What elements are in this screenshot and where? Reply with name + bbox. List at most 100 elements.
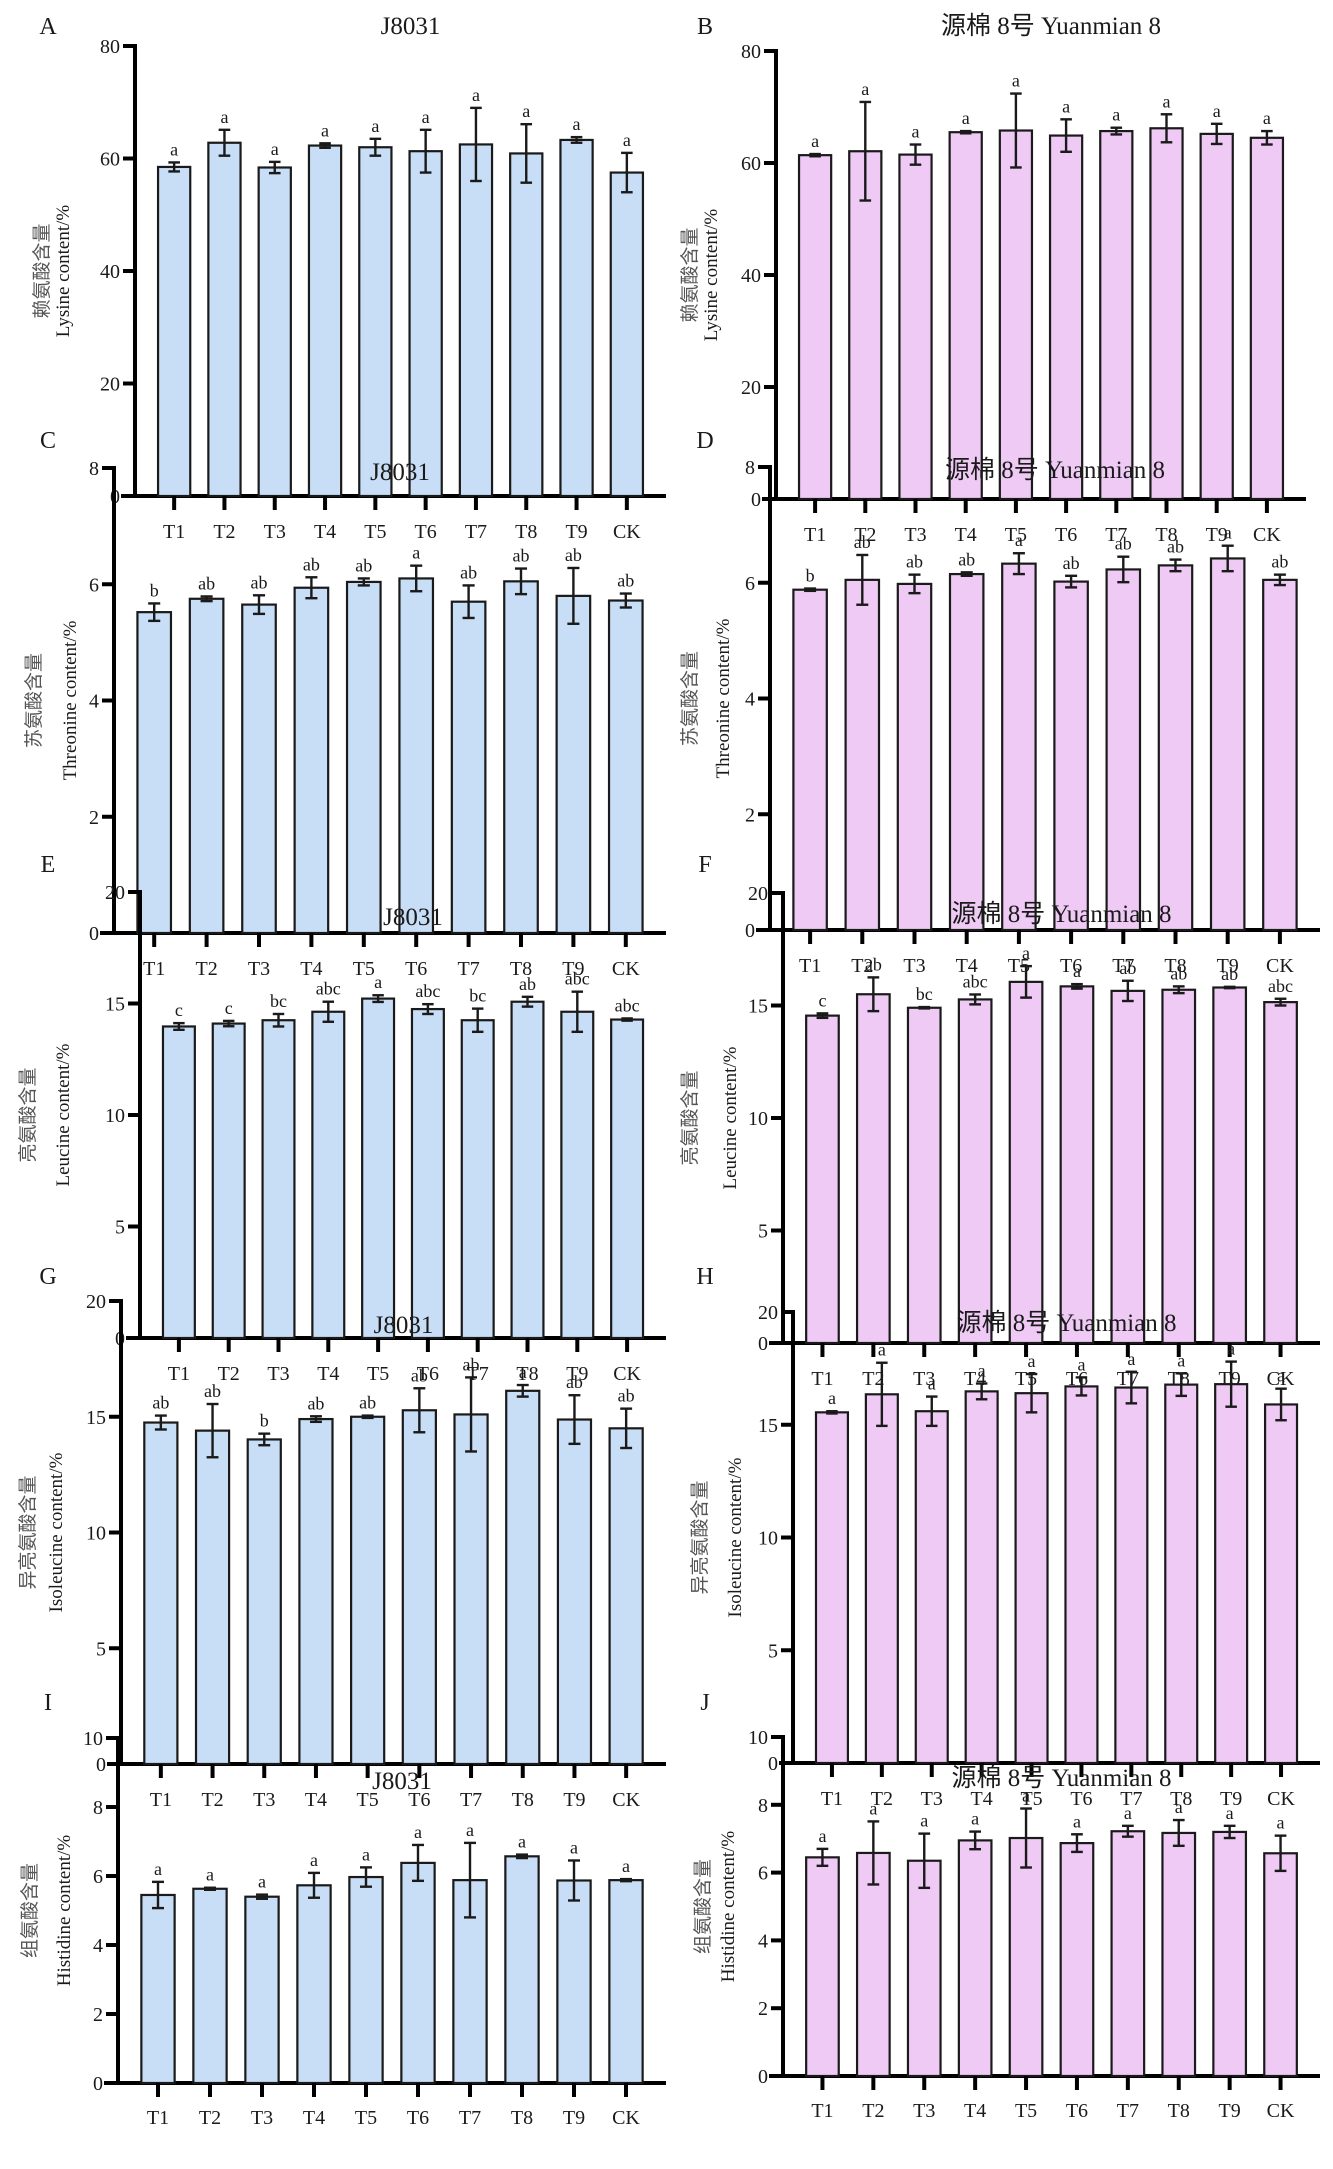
bar-t3 [906,1859,942,2078]
bar-t3 [241,603,277,935]
significance-label: a [206,1865,214,1885]
significance-label: bc [469,986,486,1006]
significance-label: a [811,131,819,151]
y-tick-label: 2 [745,804,755,826]
x-tick-label: T1 [147,2107,169,2129]
x-tick-label: T2 [871,1788,893,1810]
significance-label: a [570,1837,578,1857]
y-tick-label: 5 [115,1217,125,1239]
x-tick-label: T7 [1117,2100,1139,2122]
x-tick-label: T9 [1220,1788,1242,1810]
significance-label: a [1112,105,1120,125]
y-tick-label: 2 [758,1998,768,2020]
y-axis-label: Threonine content/% [60,620,81,780]
bar-ck [608,1427,644,1766]
bar-t4 [298,1417,334,1766]
bar-ck [1263,1852,1298,2078]
significance-label: a [1177,1350,1185,1370]
significance-label: ab [565,545,582,565]
significance-label: a [1022,1786,1030,1806]
significance-label: ab [618,1386,635,1406]
bar-t3 [261,1019,296,1340]
significance-label: abc [565,969,590,989]
bar-ck [1263,1001,1298,1345]
x-tick-label: T3 [921,1788,943,1810]
x-tick-label: T3 [253,1789,275,1811]
x-tick-label: T6 [407,2107,429,2129]
bar-t1 [805,1856,840,2078]
x-tick-label: T4 [305,1789,327,1811]
x-tick-label: CK [613,1363,641,1385]
chart-panel-b: B 源棉 8号 Yuanmian 8 赖氨酸含量 Lysine content/% 0 2… [679,12,1306,546]
significance-label: a [1077,1354,1085,1374]
x-tick-label: T4 [971,1788,993,1810]
significance-label: ab [463,1354,480,1374]
chart-title: 源棉 8号 Yuanmian 8 [951,1764,1171,1792]
bar-t2 [855,1851,891,2078]
x-tick-label: T8 [1155,524,1177,546]
x-tick-label: T5 [367,1363,389,1385]
chart-title: J8031 [370,459,430,486]
panel-letter: C [40,428,56,454]
significance-label: a [154,1859,162,1879]
significance-label: a [1175,1797,1183,1817]
panel-letter: H [696,1264,713,1290]
significance-label: a [472,85,480,105]
x-tick-label: T3 [267,1363,289,1385]
y-tick-label: 4 [745,689,755,711]
significance-label: ab [513,546,530,566]
significance-label: a [1073,1811,1081,1831]
y-tick-label: 6 [93,1866,103,1888]
x-tick-label: T9 [562,958,584,980]
bar-t4 [311,1010,346,1340]
x-tick-label: T2 [199,2107,221,2129]
significance-label: a [1012,71,1020,91]
x-tick-label: T8 [511,2107,533,2129]
bar-t5 [1008,1836,1044,2078]
significance-label: a [1224,523,1232,543]
significance-label: ab [1063,553,1080,573]
y-axis-label: Lysine content/% [53,205,74,338]
bar-t9 [1209,557,1246,932]
significance-label: abc [316,979,341,999]
chart-title: J8031 [372,1768,432,1795]
bar-t2 [848,150,883,501]
bar-t5 [348,1875,384,2085]
bar-t6 [1048,134,1084,501]
panel-letter: G [39,1264,56,1290]
x-tick-label: T4 [955,524,977,546]
chart-title: J8031 [383,904,443,931]
y-tick-label: 20 [741,377,761,399]
x-tick-label: T3 [913,1368,935,1390]
x-tick-label: T2 [862,1368,884,1390]
x-tick-label: T2 [851,955,873,977]
bar-t5 [1008,980,1044,1345]
y-tick-label: 10 [758,1528,778,1550]
significance-label: a [414,1822,422,1842]
chart-title: 源棉 8号 Yuanmian 8 [951,900,1171,928]
x-tick-label: T9 [1206,524,1228,546]
bar-t9 [1199,132,1234,501]
bar-t6 [1059,985,1095,1345]
significance-label: a [623,130,631,150]
bar-t4 [307,144,343,498]
bar-t5 [350,1415,386,1766]
significance-label: a [362,1844,370,1864]
significance-label: ab [411,1365,428,1385]
y-tick-label: 40 [741,265,761,287]
bar-t7 [450,600,487,935]
x-tick-label: CK [613,521,641,543]
significance-label: a [1127,1349,1135,1369]
x-tick-label: T1 [163,521,185,543]
x-tick-label: T5 [355,2107,377,2129]
significance-label: a [622,1856,630,1876]
bar-t1 [805,1014,840,1345]
bar-t6 [408,150,443,498]
significance-label: a [518,1832,526,1852]
bar-t6 [410,1007,445,1340]
y-tick-label: 0 [93,2073,103,2095]
significance-label: ab [1115,534,1132,554]
panel-letter: J [700,1690,709,1716]
significance-label: bc [916,984,933,1004]
